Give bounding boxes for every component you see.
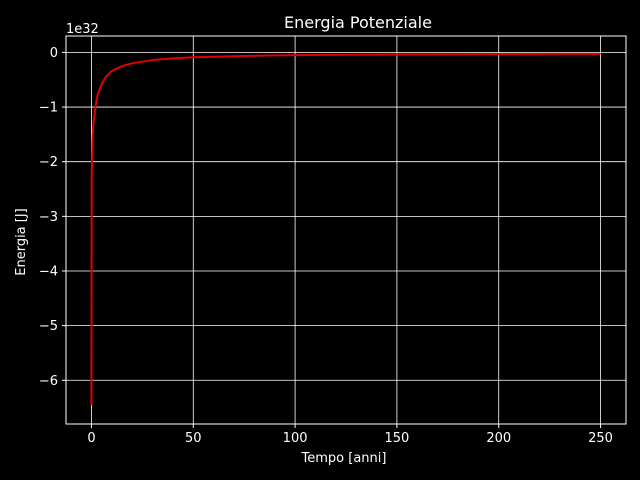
x-tick-label: 0 <box>87 431 95 446</box>
x-tick-label: 100 <box>283 431 308 446</box>
tick-layer: 0 50 100 150 200 250 0 −1 −2 −3 −4 −5 −6 <box>39 46 613 446</box>
y-tick-label: −4 <box>39 264 58 279</box>
y-axis-offset-text: 1e32 <box>66 22 99 37</box>
series-line <box>90 52 601 405</box>
plot-frame <box>65 35 627 425</box>
x-tick-label: 150 <box>384 431 409 446</box>
x-axis-label: Tempo [anni] <box>301 451 387 466</box>
y-tick-label: −2 <box>39 155 58 170</box>
series-layer <box>90 52 601 405</box>
y-tick-label: 0 <box>50 46 58 61</box>
y-tick-label: −1 <box>39 101 58 116</box>
x-tick-label: 250 <box>588 431 613 446</box>
y-tick-label: −3 <box>39 210 58 225</box>
y-axis-label: Energia [J] <box>14 208 29 276</box>
y-tick-label: −5 <box>39 319 58 334</box>
axes-layer <box>65 35 627 425</box>
x-tick-label: 200 <box>486 431 511 446</box>
grid-layer <box>66 36 626 424</box>
y-tick-label: −6 <box>39 374 58 389</box>
x-tick-label: 50 <box>185 431 202 446</box>
chart-title: Energia Potenziale <box>284 13 432 32</box>
